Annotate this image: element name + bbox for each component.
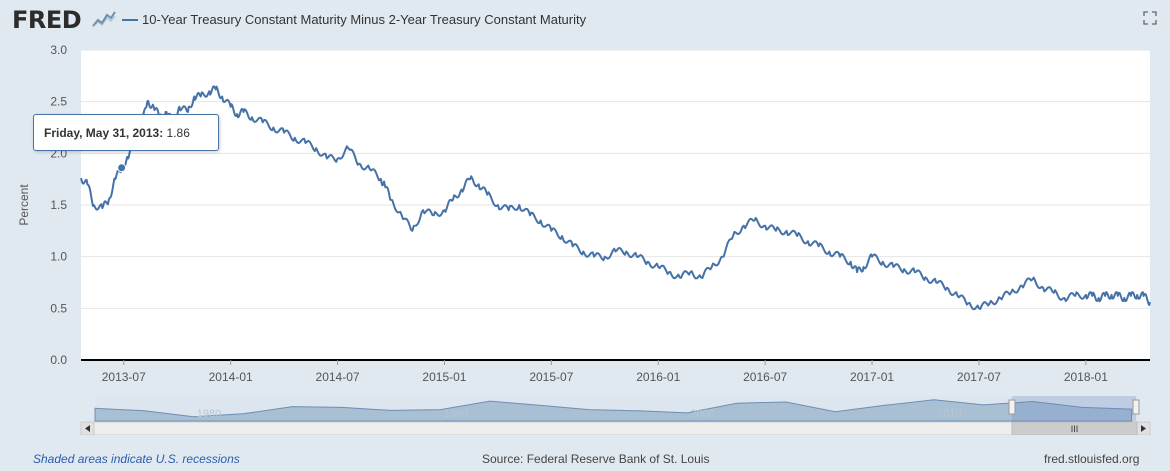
navigator-selection[interactable]: [1012, 396, 1136, 421]
y-axis-label: Percent: [17, 184, 31, 226]
x-tick-label: 2018-01: [1064, 370, 1108, 384]
x-tick-label: 2015-07: [529, 370, 573, 384]
y-tick-label: 0.0: [50, 353, 67, 367]
x-tick-label: 2014-01: [209, 370, 253, 384]
left-arrow-icon[interactable]: [85, 425, 90, 432]
x-tick-label: 2017-01: [850, 370, 894, 384]
y-tick-label: 0.5: [50, 301, 67, 315]
y-tick-label: 3.0: [50, 43, 67, 57]
x-tick-label: 2016-01: [636, 370, 680, 384]
chart-header: FRED 10-Year Treasury Constant Maturity …: [0, 0, 1170, 40]
legend-swatch: [122, 19, 138, 21]
series-title: 10-Year Treasury Constant Maturity Minus…: [142, 12, 587, 27]
y-tick-label: 1.0: [50, 250, 67, 264]
y-tick-label: 2.5: [50, 95, 67, 109]
navigator-label: 1980: [197, 408, 221, 420]
navigator-handle[interactable]: [1132, 399, 1140, 415]
x-tick-label: 2013-07: [102, 370, 146, 384]
x-tick-label: 2017-07: [957, 370, 1001, 384]
navigator-area: [94, 399, 1133, 422]
hover-point: [117, 163, 127, 173]
navigator-handle[interactable]: [1008, 399, 1016, 415]
source-note: Source: Federal Reserve Bank of St. Loui…: [482, 452, 710, 466]
y-tick-label: 1.5: [50, 198, 67, 212]
series-line: [80, 85, 1151, 311]
x-tick-label: 2015-01: [422, 370, 466, 384]
navigator-label: 2000: [690, 408, 714, 420]
tooltip-date: Friday, May 31, 2013: [44, 125, 160, 140]
tooltip-separator: :: [159, 125, 167, 140]
fred-logo[interactable]: FRED: [12, 6, 82, 34]
navigator-label: 2010: [937, 408, 961, 420]
scrollbar-thumb[interactable]: [1011, 421, 1138, 435]
x-tick-label: 2014-07: [316, 370, 360, 384]
recession-note: Shaded areas indicate U.S. recessions: [33, 452, 240, 466]
right-arrow-icon[interactable]: [1141, 425, 1146, 432]
tooltip-value: 1.86: [166, 125, 190, 140]
tooltip: Friday, May 31, 2013: 1.86: [33, 114, 219, 151]
navigator-label: 1990: [444, 408, 468, 420]
scrollbar-grip[interactable]: III: [1071, 424, 1079, 434]
scrollbar-track: [80, 421, 1151, 435]
site-link[interactable]: fred.stlouisfed.org: [1044, 452, 1140, 466]
fred-graph-icon: [92, 10, 116, 28]
fullscreen-icon[interactable]: [1143, 11, 1157, 25]
x-tick-label: 2016-07: [743, 370, 787, 384]
